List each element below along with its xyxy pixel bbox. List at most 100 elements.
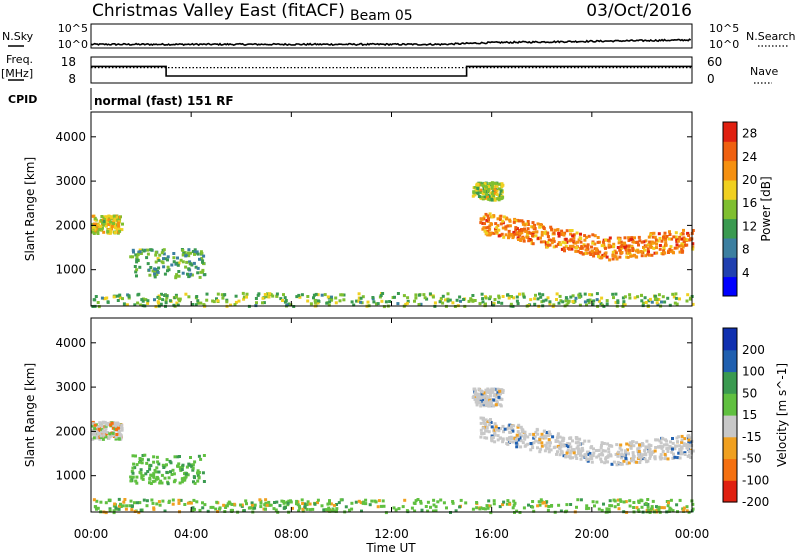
data-cell [572, 236, 576, 240]
data-cell [515, 299, 519, 303]
data-cell [301, 509, 305, 513]
data-cell [574, 296, 578, 300]
data-cell [674, 296, 678, 300]
data-cell [342, 293, 346, 297]
data-cell [646, 252, 650, 256]
data-cell [187, 254, 191, 258]
data-cell [578, 236, 582, 240]
data-cell [432, 498, 436, 502]
data-cell [473, 397, 477, 401]
data-cell [357, 296, 361, 300]
data-cell [451, 500, 455, 503]
data-cell [344, 505, 348, 509]
data-cell [199, 270, 203, 274]
data-cell [129, 255, 133, 259]
data-cell [663, 457, 667, 461]
data-cell [592, 447, 595, 451]
data-cell [102, 218, 105, 222]
data-cell [94, 295, 98, 298]
data-cell [668, 233, 672, 236]
data-cell [199, 250, 203, 254]
data-cell [676, 440, 679, 444]
data-cell [522, 295, 526, 299]
data-cell [176, 256, 179, 260]
data-cell [196, 469, 200, 473]
data-cell [635, 460, 639, 464]
data-cell [508, 423, 512, 427]
data-cell [647, 443, 651, 447]
data-cell [627, 239, 631, 242]
data-cell [487, 186, 491, 190]
data-cell [531, 446, 535, 450]
data-cell [642, 246, 645, 249]
data-cell [606, 455, 610, 459]
data-cell [569, 445, 573, 449]
data-cell [296, 503, 300, 507]
data-cell [627, 250, 631, 254]
data-cell [498, 187, 501, 191]
data-cell [242, 509, 246, 513]
data-cell [355, 299, 359, 303]
data-cell [676, 239, 680, 243]
data-cell [479, 188, 483, 192]
data-cell [655, 246, 658, 250]
data-cell [600, 296, 604, 300]
data-cell [676, 456, 680, 460]
colorbar-swatch [723, 218, 737, 239]
data-cell [563, 241, 567, 245]
data-cell [361, 501, 365, 505]
data-cell [483, 229, 487, 233]
data-cell [96, 431, 100, 435]
data-cell [631, 249, 635, 252]
data-cell [135, 463, 139, 467]
data-cell [499, 218, 502, 222]
data-cell [502, 235, 506, 239]
data-cell [239, 503, 242, 507]
data-cell [681, 509, 685, 513]
data-cell [379, 504, 383, 508]
data-cell [489, 421, 493, 424]
data-cell [329, 502, 333, 506]
data-cell [632, 444, 636, 448]
data-cell [498, 194, 502, 198]
data-cell [536, 222, 540, 226]
data-cell [92, 222, 96, 226]
data-cell [474, 389, 478, 393]
data-cell [476, 187, 480, 190]
data-cell [664, 243, 668, 247]
data-cell [539, 435, 543, 439]
data-cell [103, 297, 107, 300]
data-cell [683, 451, 687, 455]
data-cell [655, 301, 659, 305]
data-cell [518, 232, 522, 236]
data-cell [565, 451, 569, 455]
data-cell [557, 301, 561, 305]
data-cell [138, 248, 142, 252]
data-cell [196, 252, 200, 256]
data-cell [392, 506, 396, 510]
data-cell [118, 293, 122, 297]
data-cell [611, 292, 615, 296]
data-cell [95, 499, 99, 503]
colorbar-tick-label: 28 [742, 127, 757, 141]
data-cell [522, 506, 526, 510]
data-cell [135, 475, 139, 479]
data-cell [203, 273, 207, 277]
data-cell [138, 501, 142, 505]
data-cell [550, 238, 553, 242]
data-cell [551, 435, 555, 439]
colorbar-tick-label: -15 [742, 430, 762, 444]
data-cell [630, 236, 634, 240]
data-cell [564, 237, 568, 241]
data-cell [495, 401, 499, 405]
data-cell [499, 404, 503, 408]
data-cell [662, 237, 665, 241]
data-cell [103, 430, 107, 434]
data-cell [548, 302, 552, 306]
data-cell [335, 509, 338, 513]
data-cell [339, 498, 343, 502]
data-cell [181, 271, 185, 275]
data-cell [550, 504, 553, 508]
data-cell [101, 424, 105, 428]
data-cell [615, 257, 619, 261]
